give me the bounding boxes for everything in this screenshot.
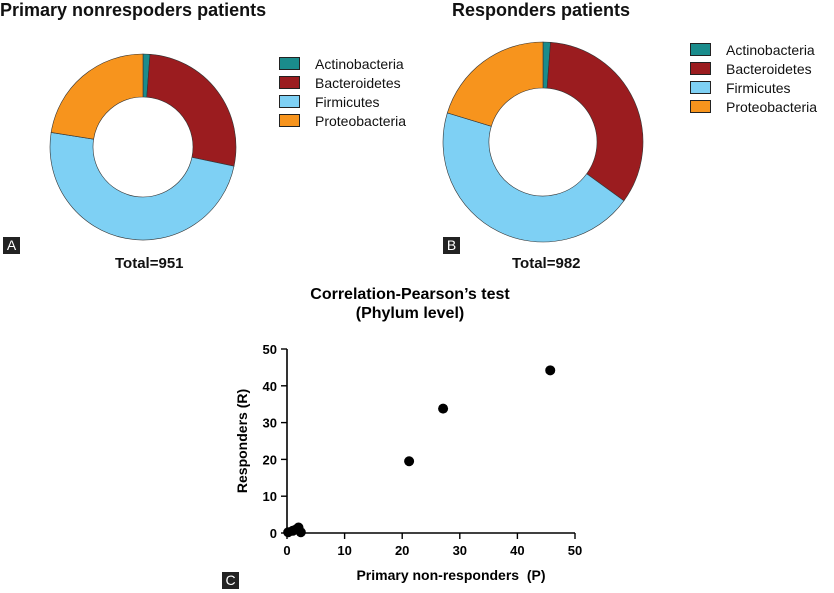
chart-b-legend-label: Actinobacteria [726,41,815,58]
chart-b-legend-label: Firmicutes [726,79,791,96]
chart-c-point [438,403,449,414]
chart-a-legend-swatch [279,76,300,89]
chart-a-legend-label: Firmicutes [315,93,380,110]
chart-a-slice-firmicutes [49,132,235,241]
chart-b-legend-item-bacteroidetes: Bacteroidetes [690,59,817,78]
chart-c-point [404,456,415,467]
chart-c-y-axis-label: Responders (R) [234,389,250,493]
chart-c-x-axis-label: Primary non-responders (P) [356,567,545,583]
chart-a-legend-swatch [279,114,300,127]
chart-c-x-tick-label: 50 [568,543,582,558]
chart-c-y-tick-label: 20 [263,452,277,467]
chart-b-legend-label: Proteobacteria [726,98,818,115]
chart-b-legend-item-firmicutes: Firmicutes [690,78,817,97]
chart-a-donut [49,53,237,241]
chart-b-legend-label: Bacteroidetes [726,60,812,77]
panel-label-c: C [222,572,239,589]
chart-b-legend-swatch [690,81,711,94]
chart-c-scatter: Correlation-Pearson’s test (Phylum level… [234,286,582,583]
chart-c-x-tick-label: 20 [395,543,409,558]
chart-a-legend-item-bacteroidetes: Bacteroidetes [279,73,406,92]
chart-a-legend-item-firmicutes: Firmicutes [279,92,406,111]
chart-c-y-tick-label: 40 [263,379,277,394]
chart-a-legend-item-actinobacteria: Actinobacteria [279,54,406,73]
chart-b-legend-item-proteobacteria: Proteobacteria [690,97,817,116]
chart-a-title: Primary nonrespoders patients [0,0,267,20]
chart-c-x-tick-label: 10 [337,543,351,558]
chart-b-slice-proteobacteria [446,41,544,127]
chart-a-legend-item-proteobacteria: Proteobacteria [279,111,406,130]
chart-c-title-line2: (Phylum level) [356,305,464,322]
chart-b-legend: Actinobacteria Bacteroidetes Firmicutes Pro… [690,40,817,116]
chart-b-total: Total=982 [512,255,581,272]
chart-c-title-line1: Correlation-Pearson’s test [310,286,510,303]
chart-b-title: Responders patients [452,0,631,20]
chart-c-y-tick-label: 0 [270,526,277,541]
chart-b-legend-swatch [690,62,711,75]
chart-b-slice-firmicutes [442,112,625,243]
chart-c-x-tick-label: 0 [283,543,290,558]
chart-a-slice-bacteroidetes [146,53,237,167]
chart-c-y-tick-label: 30 [263,416,277,431]
chart-a-legend-label: Actinobacteria [315,55,404,72]
chart-c-x-tick-label: 30 [453,543,467,558]
chart-a-slice-proteobacteria [50,53,144,140]
chart-c-y-tick-label: 10 [263,489,277,504]
chart-c-point [545,365,556,376]
chart-a-legend-label: Bacteroidetes [315,74,401,91]
chart-a-legend: Actinobacteria Bacteroidetes Firmicutes Pro… [279,54,406,130]
chart-b-donut [442,41,644,243]
chart-a-total: Total=951 [115,255,184,272]
chart-b-legend-swatch [690,100,711,113]
chart-c-x-tick-label: 40 [510,543,524,558]
chart-b-legend-swatch [690,43,711,56]
chart-c-y-tick-label: 50 [263,342,277,357]
chart-c-point [295,527,306,538]
panel-label-a: A [3,237,20,254]
chart-a-legend-swatch [279,95,300,108]
chart-b-legend-item-actinobacteria: Actinobacteria [690,40,817,59]
chart-a-legend-label: Proteobacteria [315,112,407,129]
chart-b-slice-bacteroidetes [546,41,644,202]
panel-label-b: B [443,237,460,254]
chart-a-legend-swatch [279,57,300,70]
